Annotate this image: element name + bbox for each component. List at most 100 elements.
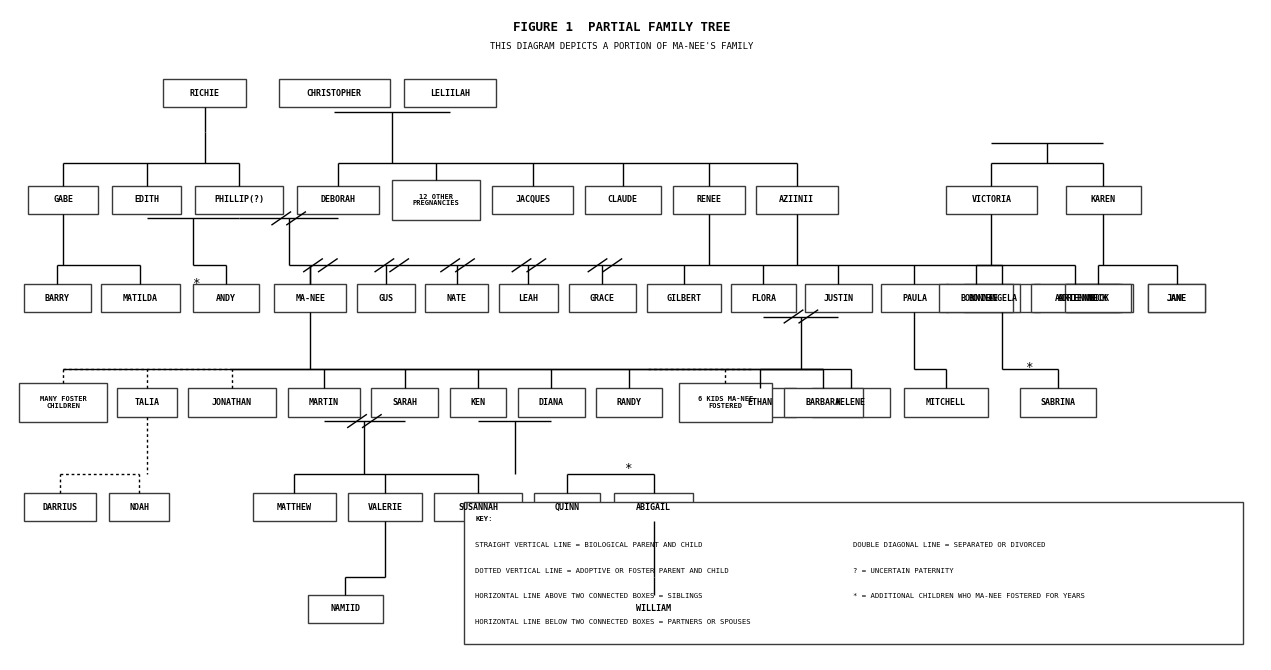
Bar — [500, 284, 558, 312]
Text: MITCHELL: MITCHELL — [927, 398, 966, 407]
Text: 12 OTHER
PREGNANCIES: 12 OTHER PREGNANCIES — [412, 194, 459, 206]
Bar — [435, 493, 522, 521]
Bar — [904, 389, 988, 417]
Bar — [348, 493, 422, 521]
Text: GILBERT: GILBERT — [666, 293, 702, 303]
Text: BARBARA: BARBARA — [806, 398, 840, 407]
Text: QUINN: QUINN — [554, 502, 580, 512]
Text: DIANA: DIANA — [539, 398, 563, 407]
Text: * = ADDITIONAL CHILDREN WHO MA-NEE FOSTERED FOR YEARS: * = ADDITIONAL CHILDREN WHO MA-NEE FOSTE… — [853, 593, 1085, 599]
Text: RANDY: RANDY — [616, 398, 642, 407]
Text: KEN: KEN — [470, 398, 486, 407]
Bar — [614, 493, 693, 521]
Text: VALERIE: VALERIE — [367, 502, 403, 512]
Text: JACQUES: JACQUES — [515, 196, 550, 204]
Text: MA-NEE: MA-NEE — [295, 293, 325, 303]
Bar — [679, 383, 771, 422]
Bar — [309, 594, 383, 623]
Bar — [517, 389, 585, 417]
Bar — [569, 284, 636, 312]
Bar — [1065, 284, 1131, 312]
Bar — [805, 284, 872, 312]
Text: MATILDA: MATILDA — [123, 293, 158, 303]
Text: GABE: GABE — [53, 196, 74, 204]
Bar — [278, 79, 390, 107]
Text: BONNIE: BONNIE — [961, 293, 990, 303]
Bar — [946, 186, 1037, 214]
Text: WILLIAM: WILLIAM — [636, 604, 671, 613]
Bar — [109, 493, 169, 521]
Text: LELIILAH: LELIILAH — [430, 88, 470, 98]
Bar — [881, 284, 948, 312]
Bar — [756, 186, 838, 214]
Bar — [1066, 284, 1134, 312]
Text: LEAH: LEAH — [519, 293, 539, 303]
Bar — [731, 284, 796, 312]
Bar — [464, 502, 1243, 645]
Text: JANE: JANE — [1167, 293, 1187, 303]
Bar — [371, 389, 438, 417]
Text: ADRIENNE: ADRIENNE — [1055, 293, 1096, 303]
Text: NOAH: NOAH — [130, 502, 149, 512]
Text: JUSTIN: JUSTIN — [824, 293, 853, 303]
Text: MATTHEW: MATTHEW — [277, 502, 311, 512]
Bar — [196, 186, 283, 214]
Text: FLORA: FLORA — [751, 293, 775, 303]
Text: AZIINII: AZIINII — [779, 196, 815, 204]
Text: NATE: NATE — [446, 293, 466, 303]
Text: JANE: JANE — [1167, 293, 1187, 303]
Bar — [534, 493, 600, 521]
Text: PAULA: PAULA — [902, 293, 927, 303]
Bar — [24, 493, 97, 521]
Bar — [596, 389, 662, 417]
Text: DOUBLE DIAGONAL LINE = SEPARATED OR DIVORCED: DOUBLE DIAGONAL LINE = SEPARATED OR DIVO… — [853, 542, 1046, 548]
Bar — [289, 389, 360, 417]
Bar — [100, 284, 179, 312]
Text: ? = UNCERTAIN PATERNITY: ? = UNCERTAIN PATERNITY — [853, 567, 955, 574]
Text: DARRIUS: DARRIUS — [42, 502, 78, 512]
Bar — [28, 186, 98, 214]
Text: GRACE: GRACE — [590, 293, 615, 303]
Bar — [946, 284, 1021, 312]
Bar — [24, 284, 90, 312]
Bar — [188, 389, 276, 417]
Bar — [275, 284, 347, 312]
Text: EDITH: EDITH — [135, 196, 159, 204]
Text: MANY FOSTER
CHILDREN: MANY FOSTER CHILDREN — [39, 397, 86, 409]
Text: CLAUDE: CLAUDE — [608, 196, 638, 204]
Text: HORIZONTAL LINE ABOVE TWO CONNECTED BOXES = SIBLINGS: HORIZONTAL LINE ABOVE TWO CONNECTED BOXE… — [475, 593, 703, 599]
Text: NICK: NICK — [1089, 293, 1110, 303]
Text: DEBORAH: DEBORAH — [320, 196, 356, 204]
Bar — [1148, 284, 1205, 312]
Text: *: * — [624, 462, 632, 475]
Text: ETHAN: ETHAN — [747, 398, 773, 407]
Bar — [614, 594, 693, 623]
Bar — [117, 389, 177, 417]
Bar — [1066, 186, 1140, 214]
Text: *: * — [1024, 360, 1032, 373]
Text: ANDY: ANDY — [216, 293, 236, 303]
Bar — [585, 186, 661, 214]
Bar — [450, 389, 506, 417]
Text: BONNIE: BONNIE — [969, 293, 998, 303]
Text: CHRISTOPHER: CHRISTOPHER — [306, 88, 362, 98]
Bar — [253, 493, 336, 521]
Text: HORIZONTAL LINE BELOW TWO CONNECTED BOXES = PARTNERS OR SPOUSES: HORIZONTAL LINE BELOW TWO CONNECTED BOXE… — [475, 619, 751, 625]
Bar — [404, 79, 497, 107]
Bar — [1021, 389, 1096, 417]
Bar — [297, 186, 379, 214]
Bar — [723, 389, 796, 417]
Text: *: * — [192, 277, 200, 290]
Text: JONATHAN: JONATHAN — [212, 398, 252, 407]
Bar — [192, 284, 259, 312]
Text: ABIGAIL: ABIGAIL — [636, 502, 671, 512]
Text: RICHIE: RICHIE — [189, 88, 220, 98]
Text: ANGELA: ANGELA — [988, 293, 1018, 303]
Bar — [1031, 284, 1120, 312]
Text: GUS: GUS — [379, 293, 394, 303]
Text: NICK: NICK — [1088, 293, 1108, 303]
Text: KAREN: KAREN — [1091, 196, 1116, 204]
Text: STRAIGHT VERTICAL LINE = BIOLOGICAL PARENT AND CHILD: STRAIGHT VERTICAL LINE = BIOLOGICAL PARE… — [475, 542, 703, 548]
Bar — [391, 180, 480, 220]
Text: 6 KIDS MA-NEE
FOSTERED: 6 KIDS MA-NEE FOSTERED — [698, 397, 752, 409]
